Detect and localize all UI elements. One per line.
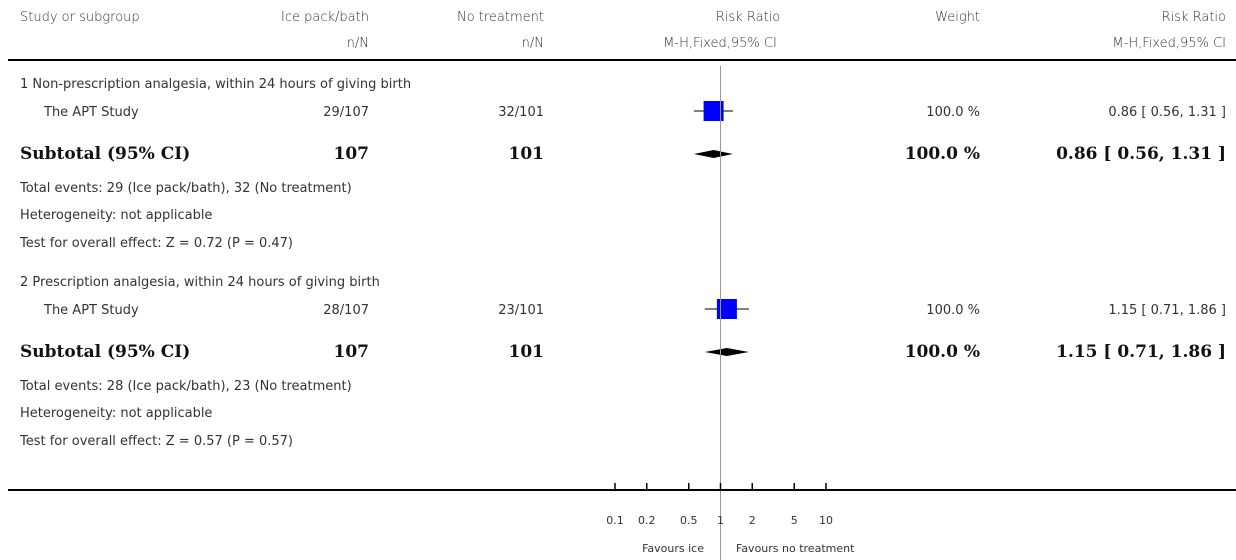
note-text: Test for overall effect: Z = 0.72 (P = 0…: [19, 236, 293, 251]
subheader-risk-ratio-right: M-H,Fixed,95% CI: [1112, 36, 1226, 51]
note-text: Heterogeneity: not applicable: [20, 406, 212, 421]
favours-left-label: Favours ice: [642, 542, 704, 555]
study-marker: [716, 299, 737, 319]
subtotal-weight: 100.0 %: [905, 342, 980, 362]
tick-label: 5: [791, 514, 798, 527]
tick-label: 0.1: [606, 514, 624, 527]
subheader-none: n/N: [522, 36, 544, 51]
subheader-risk-ratio: M-H,Fixed,95% CI: [663, 36, 777, 51]
study-weight: 100.0 %: [926, 105, 980, 120]
study-marker: [703, 101, 724, 121]
subtotal-label: Subtotal (95% CI): [20, 342, 190, 362]
study-none-events: 23/101: [498, 303, 544, 318]
tick-label: 10: [819, 514, 833, 527]
subtotal-weight: 100.0 %: [905, 144, 980, 164]
group-title: 1 Non-prescription analgesia, within 24 …: [20, 77, 411, 92]
study-ice-events: 29/107: [323, 105, 369, 120]
subtotal-risk-ratio: 1.15 [ 0.71, 1.86 ]: [1056, 342, 1226, 362]
subtotal-ice-total: 107: [334, 342, 370, 362]
header-risk-ratio: Risk Ratio: [716, 10, 780, 25]
study-name: The APT Study: [43, 105, 139, 120]
tick-label: 1: [717, 514, 724, 527]
study-risk-ratio: 0.86 [ 0.56, 1.31 ]: [1108, 105, 1226, 120]
study-ice-events: 28/107: [323, 303, 369, 318]
study-risk-ratio: 1.15 [ 0.71, 1.86 ]: [1108, 303, 1226, 318]
subtotal-diamond: [704, 348, 749, 356]
subtotal-ice-total: 107: [334, 144, 370, 164]
header-none: No treatment: [457, 10, 544, 25]
subtotal-risk-ratio: 0.86 [ 0.56, 1.31 ]: [1056, 144, 1226, 164]
header-weight: Weight: [935, 10, 980, 25]
tick-label: 0.2: [638, 514, 656, 527]
tick-label: 2: [749, 514, 756, 527]
subtotal-diamond: [693, 150, 733, 158]
subtotal-label: Subtotal (95% CI): [20, 144, 190, 164]
header-risk-ratio-right: Risk Ratio: [1162, 10, 1226, 25]
header-study: Study or subgroup: [20, 10, 140, 25]
note-text: Heterogeneity: not applicable: [20, 208, 212, 223]
note-text: Total events: 29 (Ice pack/bath), 32 (No…: [19, 181, 352, 196]
header-ice: Ice pack/bath: [281, 10, 369, 25]
tick-label: 0.5: [680, 514, 698, 527]
subtotal-none-total: 101: [509, 144, 545, 164]
study-none-events: 32/101: [498, 105, 544, 120]
favours-right-label: Favours no treatment: [736, 542, 855, 555]
note-text: Test for overall effect: Z = 0.57 (P = 0…: [19, 434, 293, 449]
note-text: Total events: 28 (Ice pack/bath), 23 (No…: [19, 379, 352, 394]
subtotal-none-total: 101: [509, 342, 545, 362]
study-name: The APT Study: [43, 303, 139, 318]
study-weight: 100.0 %: [926, 303, 980, 318]
subheader-ice: n/N: [347, 36, 369, 51]
group-title: 2 Prescription analgesia, within 24 hour…: [20, 275, 380, 290]
